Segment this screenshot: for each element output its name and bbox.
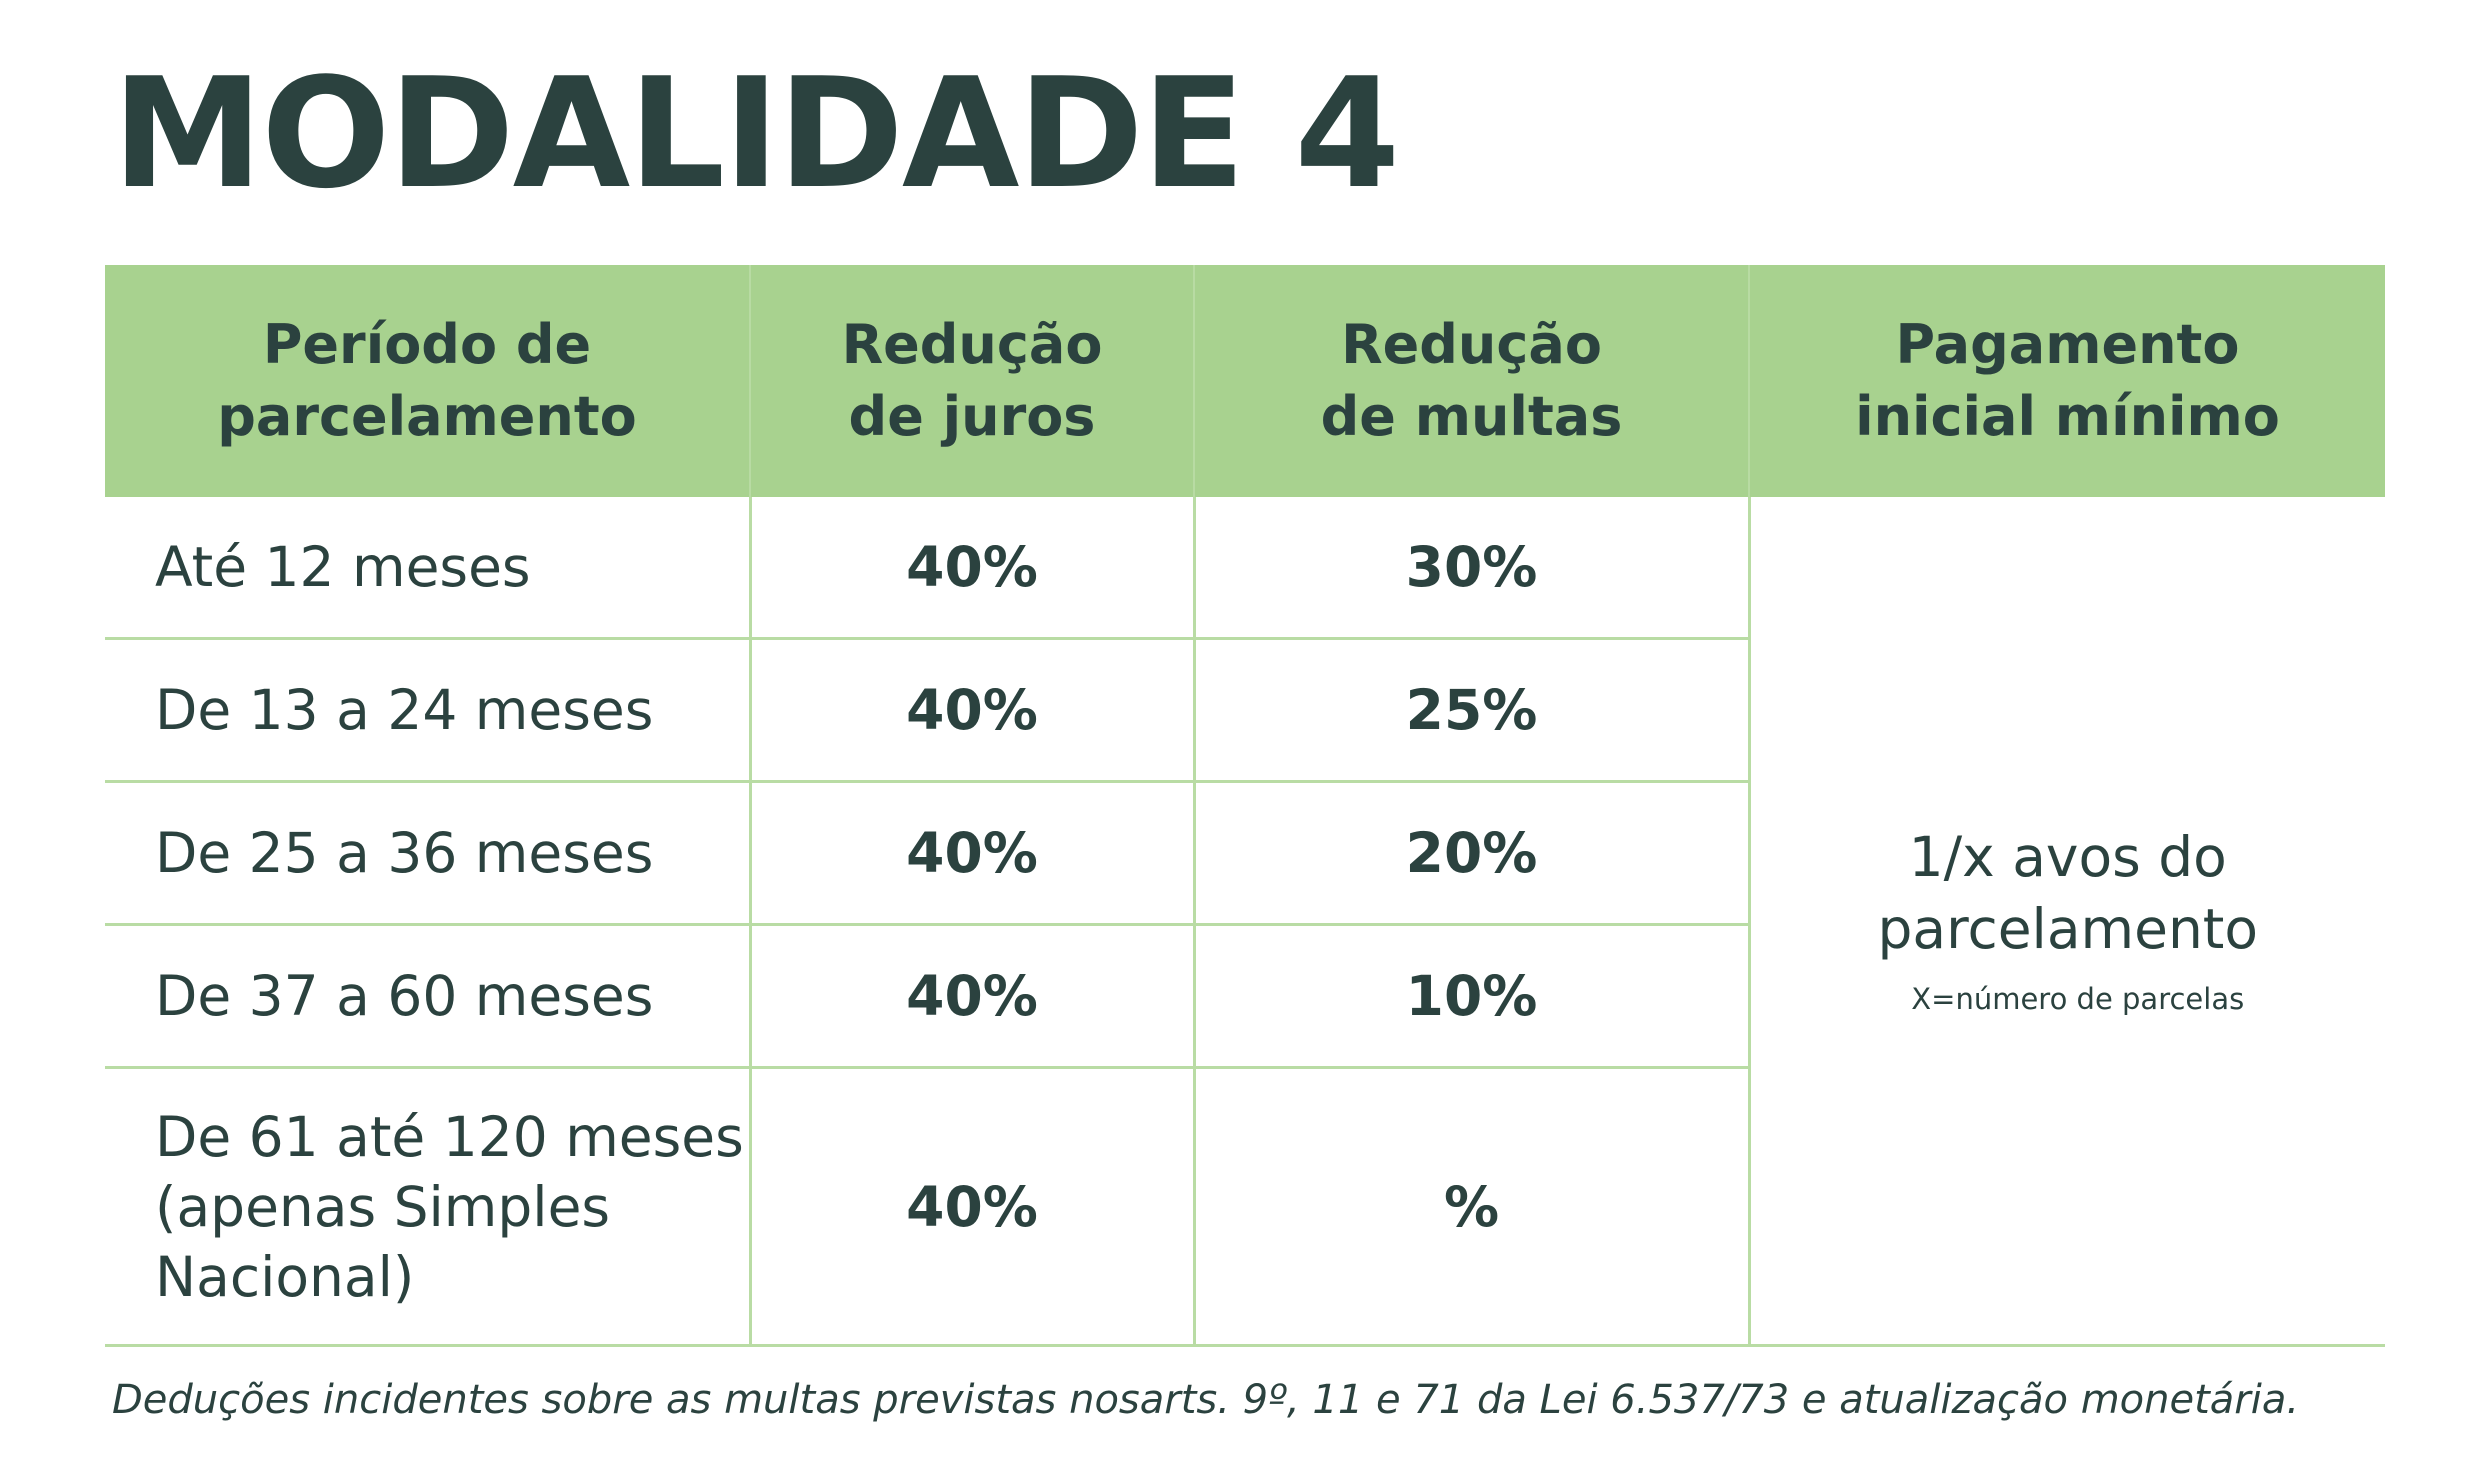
header-multas-line1: Redução: [1341, 313, 1602, 376]
page-title: MODALIDADE 4: [112, 45, 1400, 222]
table-row: Até 12 meses 40% 30% 1/x avos do parcela…: [105, 497, 2385, 1347]
header-juros-line2: de juros: [848, 385, 1096, 448]
modalidade-table: Período de parcelamento Redução de juros…: [105, 265, 2385, 1347]
footnote: Deduções incidentes sobre as multas prev…: [112, 1377, 2300, 1423]
header-pagamento-line2: inicial mínimo: [1855, 385, 2280, 448]
period-text: De 13 a 24 meses: [155, 678, 654, 742]
juros-cell: 40%: [748, 497, 1194, 640]
payment-line2: parcelamento: [1877, 896, 2259, 961]
multas-cell: 30%: [1192, 497, 1749, 640]
table-row: De 37 a 60 meses 40% 10%: [105, 924, 2385, 1069]
period-text-line2: (apenas Simples: [155, 1174, 611, 1239]
header-reducao-multas: Redução de multas: [1193, 265, 1749, 497]
header-periodo-line1: Período de: [262, 313, 592, 376]
table-row: De 25 a 36 meses 40% 20%: [105, 781, 2385, 926]
multas-cell: 20%: [1192, 781, 1749, 926]
header-pagamento-inicial: Pagamento inicial mínimo: [1748, 265, 2385, 497]
period-cell: De 37 a 60 meses: [105, 924, 750, 1069]
multas-cell: %: [1192, 1067, 1749, 1347]
header-multas-line2: de multas: [1320, 385, 1623, 448]
payment-note: X=número de parcelas: [1911, 981, 2245, 1016]
juros-cell: 40%: [748, 638, 1194, 783]
period-text: De 37 a 60 meses: [155, 964, 654, 1028]
table-header-row: Período de parcelamento Redução de juros…: [105, 265, 2385, 497]
period-cell: De 25 a 36 meses: [105, 781, 750, 926]
header-periodo: Período de parcelamento: [105, 265, 750, 497]
header-pagamento-line1: Pagamento: [1895, 313, 2240, 376]
multas-cell: 10%: [1192, 924, 1749, 1069]
period-cell: De 61 até 120 meses (apenas Simples Naci…: [105, 1067, 750, 1347]
payment-line1: 1/x avos do: [1908, 824, 2227, 889]
header-reducao-juros: Redução de juros: [749, 265, 1194, 497]
multas-cell: 25%: [1192, 638, 1749, 783]
table-row: De 61 até 120 meses (apenas Simples Naci…: [105, 1067, 2385, 1347]
payment-value: 1/x avos do parcelamento: [1751, 821, 2386, 965]
juros-cell: 40%: [748, 924, 1194, 1069]
juros-cell: 40%: [748, 1067, 1194, 1347]
table-row: De 13 a 24 meses 40% 25%: [105, 638, 2385, 783]
period-text-line3: Nacional): [155, 1244, 415, 1309]
period-text-line1: De 61 até 120 meses: [155, 1104, 744, 1169]
period-cell: De 13 a 24 meses: [105, 638, 750, 783]
period-cell: Até 12 meses: [105, 497, 750, 640]
header-periodo-line2: parcelamento: [217, 385, 637, 448]
period-text: De 25 a 36 meses: [155, 821, 654, 885]
juros-cell: 40%: [748, 781, 1194, 926]
header-juros-line1: Redução: [841, 313, 1103, 376]
period-text: Até 12 meses: [155, 535, 531, 599]
payment-cell: 1/x avos do parcelamento X=número de par…: [1747, 497, 2386, 1347]
